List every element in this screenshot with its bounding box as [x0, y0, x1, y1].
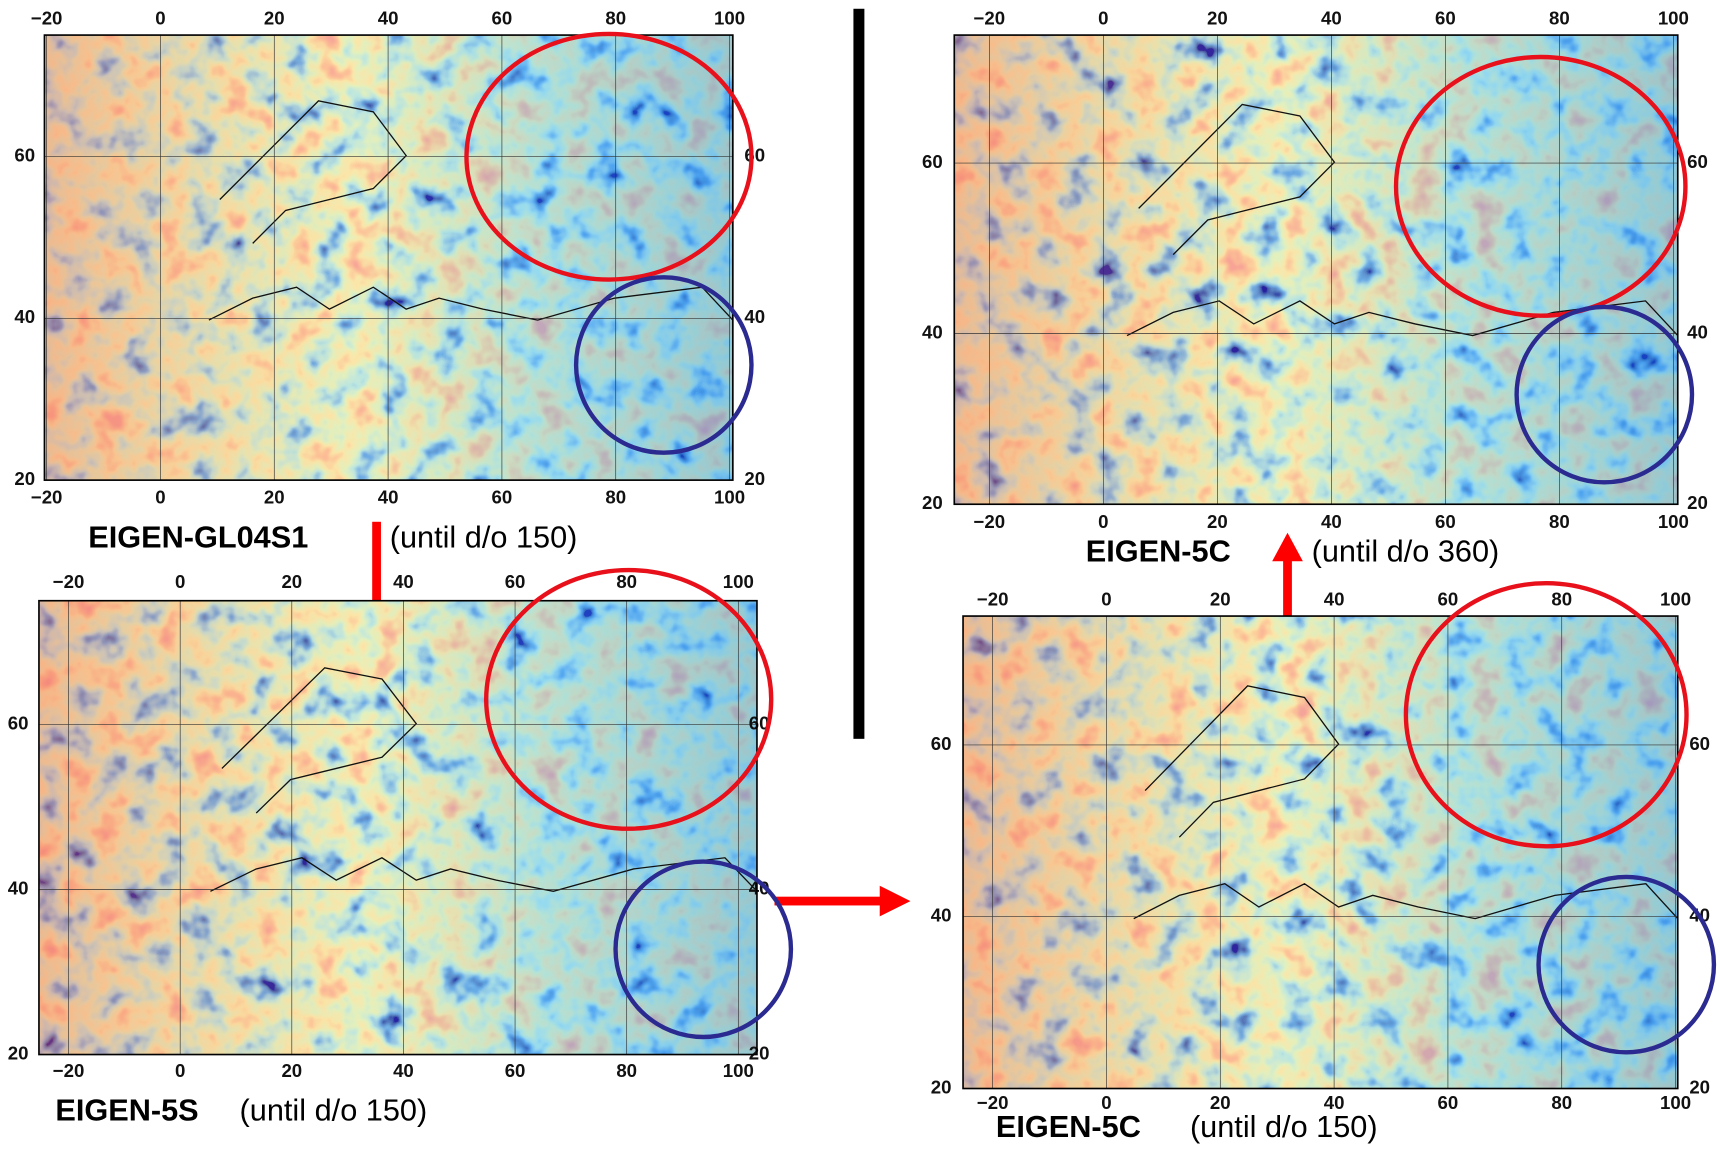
x-tick-label: 40	[378, 8, 399, 29]
model-name: EIGEN-5C	[996, 1109, 1141, 1144]
x-tick-label: 40	[393, 571, 414, 592]
x-tick-label: 60	[492, 487, 513, 508]
x-tick-label: −20	[53, 1060, 85, 1081]
model-name: EIGEN-GL04S1	[88, 519, 308, 554]
x-tick-label: 0	[1098, 8, 1108, 29]
y-tick-label: 20	[922, 492, 943, 513]
x-tick-label: 80	[616, 1060, 637, 1081]
y-tick-label: 40	[1687, 322, 1708, 343]
y-tick-label: 60	[922, 151, 943, 172]
x-tick-label: 100	[714, 8, 745, 29]
x-tick-label: 100	[723, 571, 754, 592]
x-tick-label: 100	[1660, 1092, 1691, 1113]
x-tick-label: 40	[393, 1060, 414, 1081]
x-tick-label: 60	[1438, 589, 1459, 610]
y-tick-label: 60	[14, 144, 35, 165]
x-tick-label: 60	[1435, 511, 1456, 532]
divider	[853, 9, 864, 739]
x-tick-label: −20	[53, 571, 85, 592]
field-tint	[44, 35, 732, 480]
x-tick-label: 100	[1658, 511, 1689, 532]
x-tick-label: 20	[264, 8, 285, 29]
x-tick-label: 60	[505, 571, 526, 592]
degree-note: (until d/o 150)	[240, 1093, 428, 1128]
x-tick-label: 80	[1549, 511, 1570, 532]
x-tick-label: 100	[1658, 8, 1689, 29]
degree-note: (until d/o 360)	[1312, 534, 1500, 569]
x-tick-label: 40	[1321, 511, 1342, 532]
y-tick-label: 20	[744, 468, 765, 489]
x-tick-label: 0	[175, 571, 185, 592]
x-tick-label: 20	[281, 1060, 302, 1081]
x-tick-label: −20	[977, 589, 1009, 610]
y-tick-label: 40	[14, 306, 35, 327]
field-tint	[963, 616, 1678, 1088]
x-tick-label: 0	[155, 487, 165, 508]
x-tick-label: 0	[175, 1060, 185, 1081]
y-tick-label: 60	[931, 733, 952, 754]
y-tick-label: 20	[14, 468, 35, 489]
y-tick-label: 60	[1687, 151, 1708, 172]
x-tick-label: 20	[264, 487, 285, 508]
x-tick-label: 60	[505, 1060, 526, 1081]
x-tick-label: 60	[1438, 1092, 1459, 1113]
x-tick-label: 100	[714, 487, 745, 508]
figure: −20−200020204040606080801001002020404060…	[0, 0, 1720, 1151]
x-tick-label: −20	[974, 8, 1006, 29]
y-tick-label: 40	[931, 905, 952, 926]
x-tick-label: 20	[281, 571, 302, 592]
x-tick-label: −20	[31, 8, 63, 29]
x-tick-label: 80	[1551, 589, 1572, 610]
model-name: EIGEN-5S	[55, 1093, 198, 1128]
y-tick-label: 60	[744, 144, 765, 165]
y-tick-label: 20	[749, 1042, 770, 1063]
y-tick-label: 60	[8, 712, 29, 733]
map-panel: −20−200020204040606080801001002020404060…	[931, 583, 1714, 1144]
x-tick-label: 80	[616, 571, 637, 592]
y-tick-label: 20	[8, 1042, 29, 1063]
y-tick-label: 20	[1689, 1076, 1710, 1097]
x-tick-label: 40	[1321, 8, 1342, 29]
x-tick-label: −20	[974, 511, 1006, 532]
x-tick-label: 80	[1549, 8, 1570, 29]
y-tick-label: 20	[931, 1076, 952, 1097]
degree-note: (until d/o 150)	[1190, 1109, 1378, 1144]
x-tick-label: 100	[1660, 589, 1691, 610]
model-name: EIGEN-5C	[1086, 534, 1231, 569]
x-tick-label: 20	[1207, 8, 1228, 29]
x-tick-label: 20	[1210, 589, 1231, 610]
x-tick-label: −20	[31, 487, 63, 508]
x-tick-label: 20	[1207, 511, 1228, 532]
y-tick-label: 40	[922, 322, 943, 343]
y-tick-label: 20	[1687, 492, 1708, 513]
x-tick-label: 0	[1098, 511, 1108, 532]
x-tick-label: 60	[1435, 8, 1456, 29]
x-tick-label: 80	[1551, 1092, 1572, 1113]
x-tick-label: 60	[492, 8, 513, 29]
degree-note: (until d/o 150)	[390, 519, 578, 554]
y-tick-label: 60	[1689, 733, 1710, 754]
y-tick-label: 40	[744, 306, 765, 327]
x-tick-label: 80	[605, 487, 626, 508]
x-tick-label: 40	[378, 487, 399, 508]
y-tick-label: 40	[8, 877, 29, 898]
x-tick-label: 0	[1101, 589, 1111, 610]
field-tint	[954, 35, 1677, 504]
x-tick-label: 40	[1324, 589, 1345, 610]
x-tick-label: 0	[155, 8, 165, 29]
x-tick-label: 80	[605, 8, 626, 29]
